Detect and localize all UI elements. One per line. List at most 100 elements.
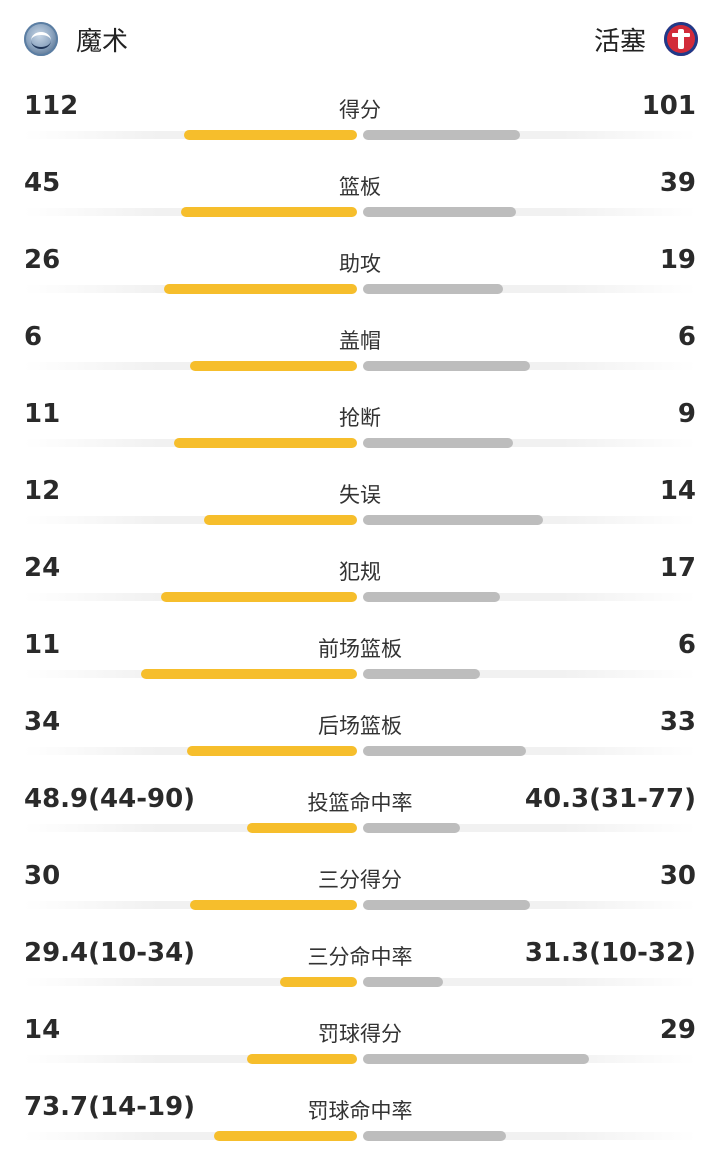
home-stat-value: 6 xyxy=(24,322,43,352)
away-stat-value: 29 xyxy=(659,1015,696,1045)
home-bar-fill xyxy=(174,438,357,448)
home-bar-fill xyxy=(204,515,357,525)
stat-row: 45 篮板 39 xyxy=(0,155,720,232)
away-bar-track xyxy=(363,208,696,216)
away-bar-fill xyxy=(363,900,530,910)
away-bar-track xyxy=(363,593,696,601)
home-bar-fill xyxy=(187,746,357,756)
home-bar-fill xyxy=(161,592,357,602)
stat-label: 三分得分 xyxy=(318,868,402,892)
home-team[interactable]: 魔术 xyxy=(24,18,128,60)
stat-row: 24 犯规 17 xyxy=(0,540,720,617)
away-stat-value: 17 xyxy=(659,553,696,583)
home-stat-value: 48.9(44-90) xyxy=(24,784,196,814)
away-team[interactable]: 活塞 xyxy=(594,18,698,60)
stat-row: 112 得分 101 xyxy=(0,78,720,155)
home-bar-track xyxy=(24,1132,357,1140)
away-stat-value: 9 xyxy=(677,399,696,429)
away-stat-value: 6 xyxy=(677,630,696,660)
detroit-pistons-logo-icon xyxy=(664,22,698,56)
home-bar-fill xyxy=(141,669,357,679)
home-bar-fill xyxy=(164,284,357,294)
stat-label: 盖帽 xyxy=(339,329,381,353)
comparison-bar xyxy=(24,284,696,294)
comparison-bar xyxy=(24,130,696,140)
team-header: 魔术 活塞 xyxy=(0,0,720,78)
home-stat-value: 29.4(10-34) xyxy=(24,938,196,968)
away-bar-fill xyxy=(363,669,480,679)
home-stat-value: 11 xyxy=(24,399,61,429)
comparison-bar xyxy=(24,1131,696,1141)
stat-label: 助攻 xyxy=(339,252,381,276)
home-stat-value: 12 xyxy=(24,476,61,506)
home-bar-track xyxy=(24,824,357,832)
stat-label: 罚球得分 xyxy=(318,1022,402,1046)
stat-row: 34 后场篮板 33 xyxy=(0,694,720,771)
home-stat-value: 34 xyxy=(24,707,61,737)
away-bar-fill xyxy=(363,746,526,756)
stat-row: 30 三分得分 30 xyxy=(0,848,720,925)
away-stat-value: 14 xyxy=(659,476,696,506)
away-bar-fill xyxy=(363,823,460,833)
away-bar-track xyxy=(363,1132,696,1140)
home-stat-value: 45 xyxy=(24,168,61,198)
away-bar-track xyxy=(363,747,696,755)
comparison-bar xyxy=(24,746,696,756)
home-bar-track xyxy=(24,516,357,524)
home-bar-fill xyxy=(247,1054,357,1064)
home-bar-fill xyxy=(247,823,357,833)
away-bar-fill xyxy=(363,592,500,602)
away-bar-fill xyxy=(363,1131,506,1141)
home-stat-value: 30 xyxy=(24,861,61,891)
home-stat-value: 112 xyxy=(24,91,79,121)
stats-comparison-list: 112 得分 101 45 篮板 39 26 助攻 19 6 盖帽 6 11 抢断 9 12 失误 14 24 犯规 1… xyxy=(0,78,720,1156)
home-bar-track xyxy=(24,978,357,986)
home-bar-fill xyxy=(184,130,357,140)
stat-row: 14 罚球得分 29 xyxy=(0,1002,720,1079)
home-stat-value: 24 xyxy=(24,553,61,583)
stat-label: 失误 xyxy=(339,483,381,507)
away-bar-fill xyxy=(363,284,503,294)
comparison-bar xyxy=(24,592,696,602)
stat-label: 抢断 xyxy=(339,406,381,430)
stat-row: 26 助攻 19 xyxy=(0,232,720,309)
comparison-bar xyxy=(24,669,696,679)
away-bar-track xyxy=(363,131,696,139)
stat-row: 11 前场篮板 6 xyxy=(0,617,720,694)
home-bar-track xyxy=(24,1055,357,1063)
home-stat-value: 73.7(14-19) xyxy=(24,1092,196,1122)
home-team-name: 魔术 xyxy=(76,26,129,57)
away-bar-track xyxy=(363,978,696,986)
away-bar-fill xyxy=(363,130,520,140)
stat-row: 29.4(10-34) 三分命中率 31.3(10-32) xyxy=(0,925,720,1002)
away-bar-fill xyxy=(363,1054,589,1064)
away-bar-fill xyxy=(363,977,443,987)
home-bar-fill xyxy=(181,207,357,217)
away-stat-value: 31.3(10-32) xyxy=(524,938,696,968)
stat-row: 48.9(44-90) 投篮命中率 40.3(31-77) xyxy=(0,771,720,848)
comparison-bar xyxy=(24,823,696,833)
away-bar-fill xyxy=(363,361,530,371)
home-stat-value: 11 xyxy=(24,630,61,660)
home-bar-fill xyxy=(214,1131,357,1141)
away-bar-track xyxy=(363,285,696,293)
home-bar-fill xyxy=(190,900,357,910)
stat-row: 12 失误 14 xyxy=(0,463,720,540)
away-stat-value: 40.3(31-77) xyxy=(524,784,696,814)
comparison-bar xyxy=(24,515,696,525)
stat-row: 6 盖帽 6 xyxy=(0,309,720,386)
away-stat-value: 101 xyxy=(641,91,696,121)
comparison-bar xyxy=(24,977,696,987)
away-stat-value: 39 xyxy=(659,168,696,198)
away-stat-value: 30 xyxy=(659,861,696,891)
stat-row: 11 抢断 9 xyxy=(0,386,720,463)
stat-label: 篮板 xyxy=(339,175,381,199)
comparison-bar xyxy=(24,438,696,448)
comparison-bar xyxy=(24,1054,696,1064)
away-bar-track xyxy=(363,439,696,447)
home-bar-fill xyxy=(190,361,357,371)
orlando-magic-logo-icon xyxy=(24,22,58,56)
away-stat-value: 33 xyxy=(659,707,696,737)
away-bar-fill xyxy=(363,207,516,217)
stat-label: 投篮命中率 xyxy=(307,791,413,815)
